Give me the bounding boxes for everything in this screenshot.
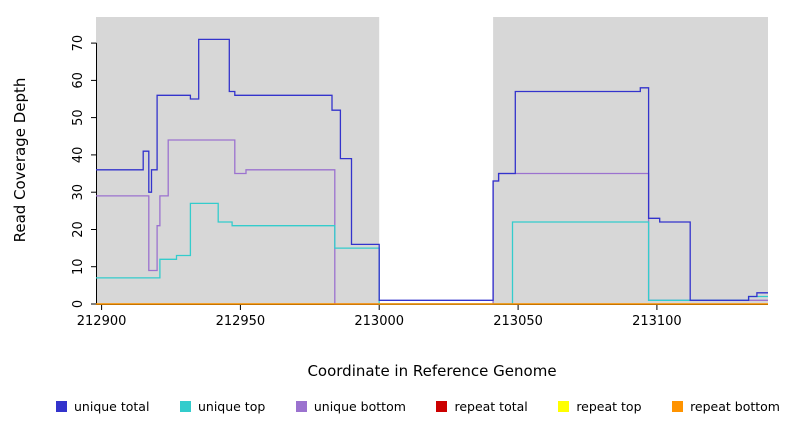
legend-label: repeat top (576, 399, 642, 414)
legend-label: unique total (74, 399, 150, 414)
x-axis-title: Coordinate in Reference Genome (307, 362, 556, 380)
legend-swatch-icon (558, 401, 570, 412)
legend-swatch-icon (179, 401, 191, 412)
series-layer (96, 38, 768, 305)
x-tick-label: 212900 (77, 314, 127, 329)
coverage-plot: 212900 212950 213000 213050 213100 0 10 20 30 40 5… (11, 17, 768, 380)
y-tick-label: 20 (71, 221, 86, 238)
y-tick-label: 50 (71, 109, 86, 126)
legend-label: unique bottom (313, 399, 406, 414)
legend-item-repeat-total: repeat total (436, 399, 528, 414)
legend-item-unique-total: unique total (56, 399, 149, 414)
shaded-region (96, 17, 380, 304)
legend-item-unique-top: unique top (179, 399, 266, 414)
legend-item-repeat-top: repeat top (558, 399, 642, 414)
legend-item-repeat-bottom: repeat bottom (672, 399, 780, 414)
y-axis-title: Read Coverage Depth (11, 78, 29, 243)
axes-layer: 212900 212950 213000 213050 213100 0 10 20 30 40 5… (71, 35, 768, 329)
legend: unique total unique top unique bottom repea… (0, 399, 792, 414)
series-line-unique-total (96, 38, 768, 301)
plot-background-layer (96, 17, 768, 304)
x-tick-label: 213100 (632, 314, 682, 329)
series-line-unique-top (96, 202, 768, 305)
x-tick-label: 213000 (354, 314, 404, 329)
x-tick-label: 212950 (216, 314, 266, 329)
legend-swatch-icon (436, 401, 448, 412)
shaded-region (493, 17, 768, 304)
legend-swatch-icon (56, 401, 67, 412)
legend-swatch-icon (672, 401, 684, 412)
y-tick-label: 60 (71, 72, 86, 89)
y-tick-label: 10 (71, 258, 86, 275)
legend-item-unique-bottom: unique bottom (295, 399, 406, 414)
x-tick-label: 213050 (493, 314, 543, 329)
legend-label: unique top (197, 399, 266, 414)
legend-label: repeat total (454, 399, 528, 414)
y-tick-label: 30 (71, 184, 86, 201)
y-tick-label: 70 (71, 35, 86, 52)
y-tick-label: 40 (71, 147, 86, 164)
legend-swatch-icon (295, 401, 307, 412)
legend-label: repeat bottom (690, 399, 780, 414)
y-tick-label: 0 (71, 300, 86, 308)
